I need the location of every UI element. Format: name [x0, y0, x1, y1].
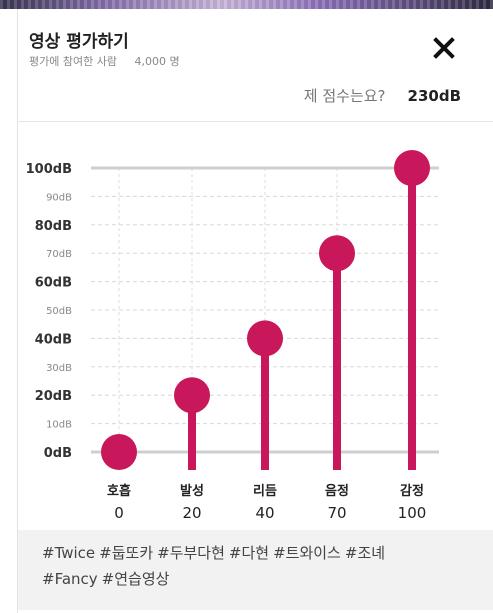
- rating-panel: 영상 평가하기 평가에 참여한 사람 4,000 명 제 점수는요? 230dB…: [17, 9, 493, 613]
- video-thumbnail-strip: [0, 0, 493, 9]
- my-score-row: 제 점수는요? 230dB: [304, 85, 461, 106]
- hashtag[interactable]: #트와이스: [273, 544, 341, 562]
- hashtag-area: #Twice #둡또카 #두부다현 #다현 #트와이스 #조녜 #Fancy #연습영상: [18, 530, 493, 610]
- participants-info: 평가에 참여한 사람 4,000 명: [29, 53, 180, 69]
- hashtag[interactable]: #두부다현: [157, 544, 225, 562]
- close-icon: [433, 37, 455, 59]
- hashtag-line-2: #Fancy #연습영상: [42, 566, 493, 592]
- panel-header: 영상 평가하기 평가에 참여한 사람 4,000 명 제 점수는요? 230dB: [18, 9, 493, 121]
- close-button[interactable]: [432, 36, 456, 60]
- my-score-label: 제 점수는요?: [303, 87, 386, 105]
- hashtag[interactable]: #연습영상: [101, 570, 170, 588]
- my-score-value: 230dB: [407, 87, 461, 105]
- hashtag[interactable]: #조녜: [344, 544, 386, 562]
- participants-count: 4,000 명: [134, 55, 180, 68]
- thumbnail-texture: [0, 0, 493, 9]
- panel-title: 영상 평가하기: [29, 32, 129, 52]
- hashtag[interactable]: #Twice: [42, 544, 96, 562]
- hashtag[interactable]: #다현: [228, 544, 270, 562]
- header-divider: [18, 121, 493, 122]
- hashtag[interactable]: #Fancy: [42, 570, 98, 588]
- participants-label: 평가에 참여한 사람: [29, 55, 117, 68]
- hashtag-line-1: #Twice #둡또카 #두부다현 #다현 #트와이스 #조녜: [42, 540, 493, 566]
- hashtag[interactable]: #둡또카: [99, 544, 154, 562]
